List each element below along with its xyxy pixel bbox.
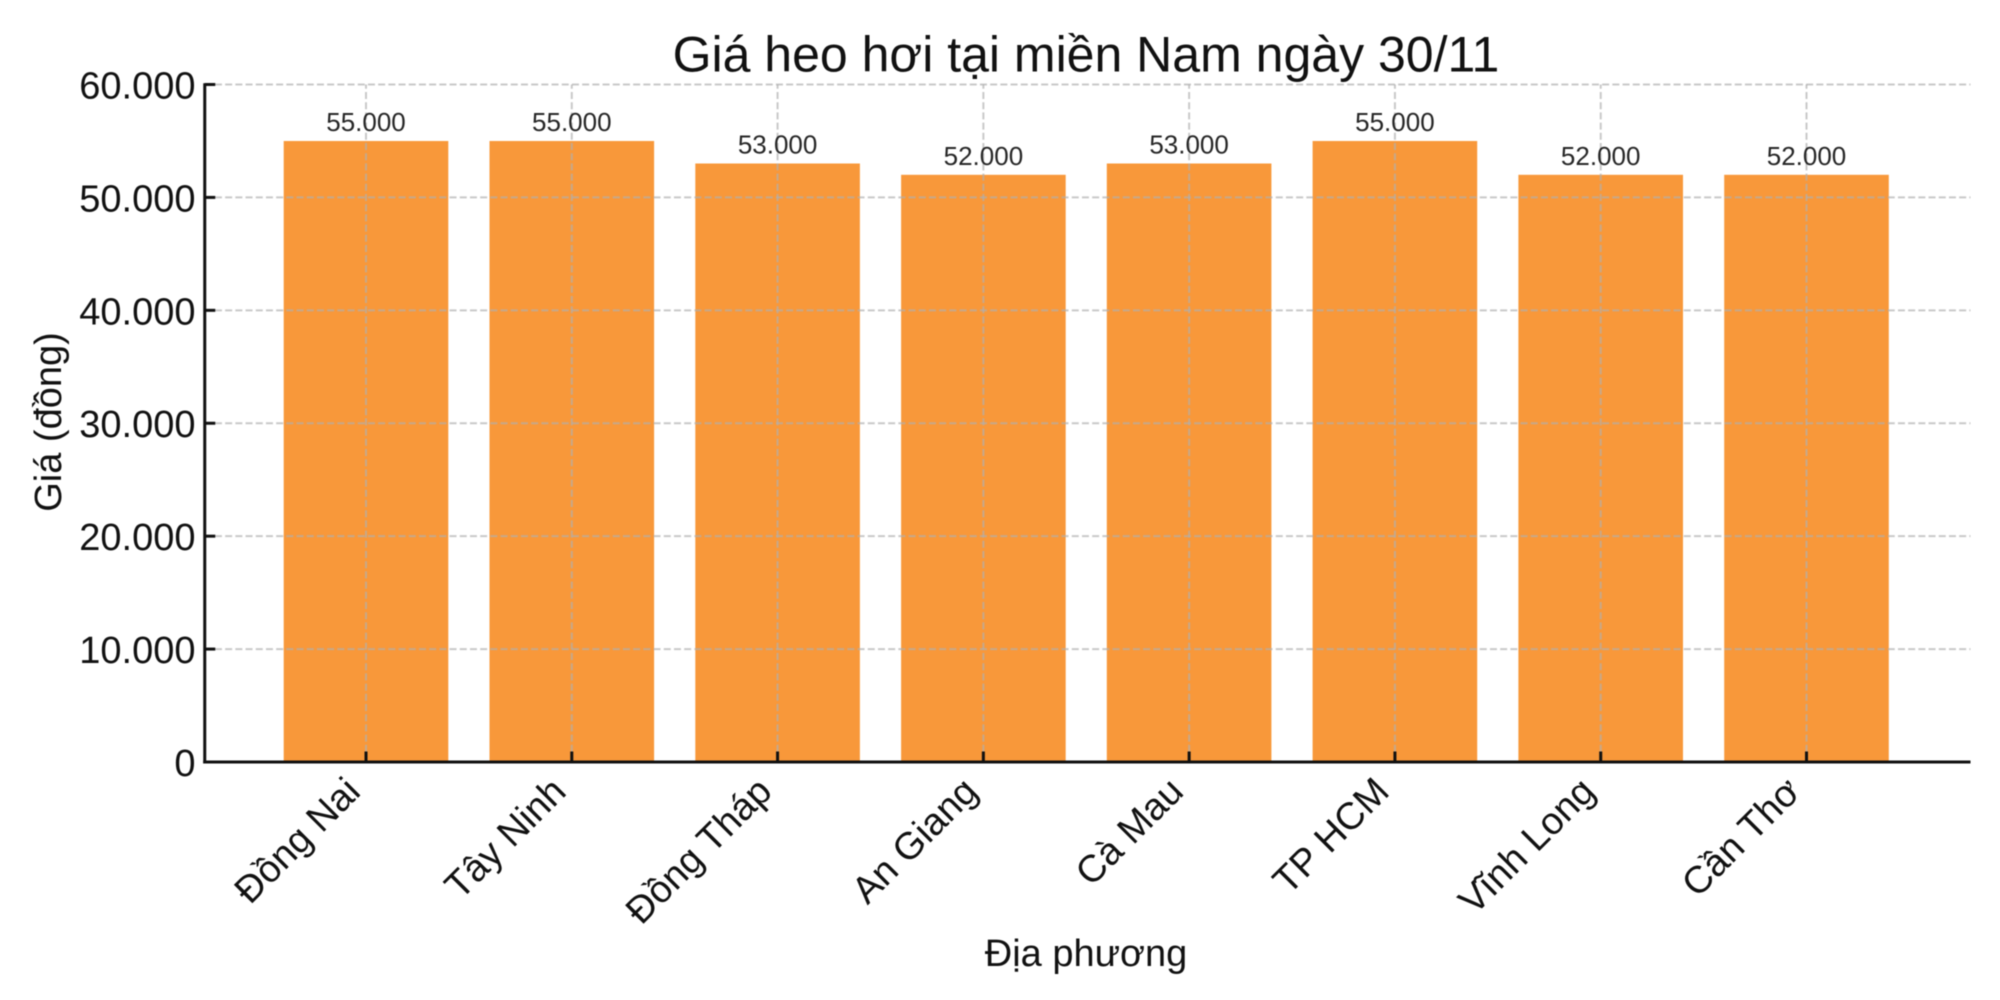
svg-text:53.000: 53.000: [1149, 130, 1229, 160]
svg-text:Địa phương: Địa phương: [985, 933, 1187, 975]
svg-text:60.000: 60.000: [79, 66, 195, 108]
svg-text:50.000: 50.000: [79, 178, 195, 220]
svg-text:20.000: 20.000: [79, 517, 195, 559]
svg-text:55.000: 55.000: [532, 107, 612, 137]
svg-text:10.000: 10.000: [79, 630, 195, 672]
svg-text:52.000: 52.000: [1561, 141, 1641, 171]
svg-text:52.000: 52.000: [1767, 141, 1847, 171]
svg-text:53.000: 53.000: [738, 130, 818, 160]
svg-text:55.000: 55.000: [1355, 107, 1435, 137]
svg-text:55.000: 55.000: [326, 107, 406, 137]
svg-text:40.000: 40.000: [79, 291, 195, 333]
svg-text:Giá heo hơi tại miền Nam ngày: Giá heo hơi tại miền Nam ngày 30/11: [673, 27, 1500, 83]
svg-text:52.000: 52.000: [944, 141, 1024, 171]
svg-text:30.000: 30.000: [79, 404, 195, 446]
svg-text:0: 0: [174, 743, 195, 785]
svg-text:Giá (đồng): Giá (đồng): [28, 332, 70, 512]
